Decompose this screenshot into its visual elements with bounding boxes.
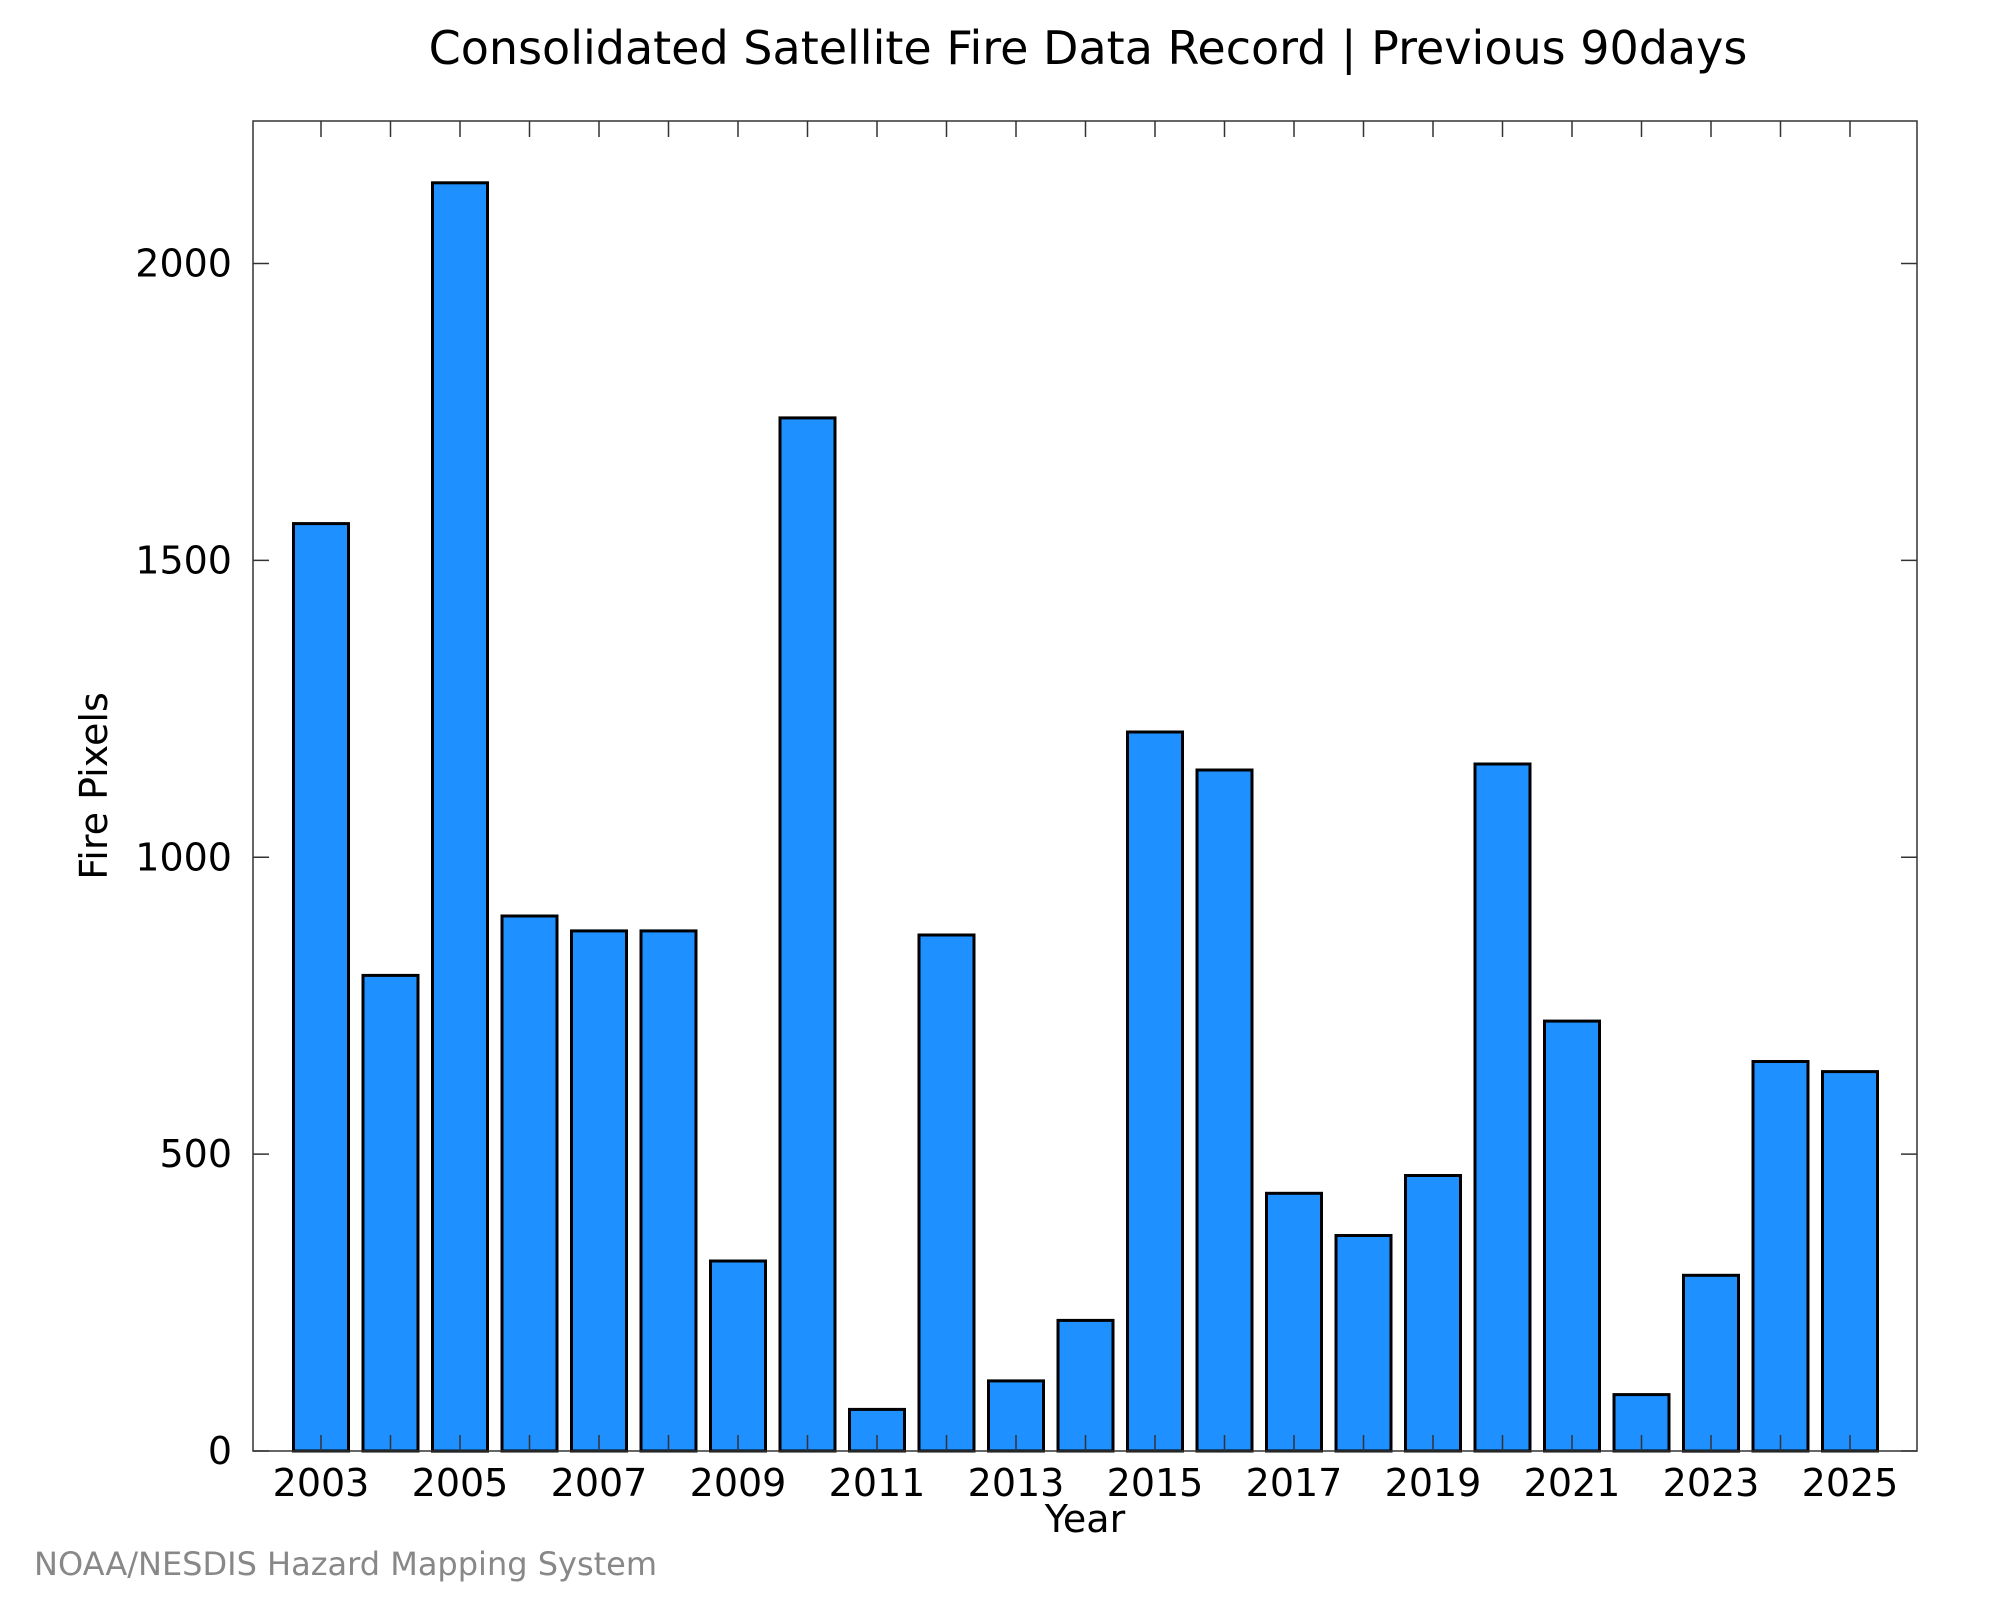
- x-tick-label-2009: 2009: [690, 1461, 787, 1505]
- y-tick-label-0: 0: [208, 1429, 232, 1473]
- x-axis-label: Year: [1044, 1497, 1126, 1541]
- bar-2024: [1751, 1060, 1810, 1453]
- bar-2005: [431, 181, 489, 1453]
- x-tick-label-2025: 2025: [1802, 1461, 1899, 1505]
- y-tick-label-2000: 2000: [135, 242, 232, 286]
- y-axis-label: Fire Pixels: [72, 692, 116, 880]
- bar-2025: [1821, 1070, 1879, 1453]
- x-tick-label-2021: 2021: [1524, 1461, 1621, 1505]
- x-tick-label-2013: 2013: [968, 1461, 1065, 1505]
- chart-title: Consolidated Satellite Fire Data Record …: [429, 21, 1748, 76]
- x-tick-label-2015: 2015: [1107, 1461, 1204, 1505]
- bar-2012: [917, 933, 976, 1453]
- credit-text: NOAA/NESDIS Hazard Mapping System: [34, 1545, 657, 1583]
- bars-layer: [292, 181, 1879, 1453]
- bar-2017: [1265, 1191, 1323, 1453]
- bar-2010: [778, 416, 837, 1453]
- bar-2018: [1334, 1234, 1393, 1453]
- bar-2003: [292, 522, 350, 1453]
- bar-2009: [709, 1259, 767, 1453]
- x-tick-label-2007: 2007: [551, 1461, 648, 1505]
- bar-2007: [570, 929, 628, 1453]
- bar-2015: [1126, 730, 1184, 1453]
- y-tick-label-1500: 1500: [135, 538, 232, 582]
- x-tick-label-2011: 2011: [829, 1461, 926, 1505]
- bar-2023: [1682, 1273, 1740, 1453]
- bar-2008: [639, 929, 698, 1453]
- bar-2019: [1404, 1174, 1462, 1453]
- x-tick-label-2005: 2005: [412, 1461, 509, 1505]
- x-tick-label-2017: 2017: [1246, 1461, 1343, 1505]
- x-tick-label-2003: 2003: [273, 1461, 370, 1505]
- x-tick-label-2023: 2023: [1663, 1461, 1760, 1505]
- y-tick-label-500: 500: [159, 1132, 232, 1176]
- bar-2020: [1473, 762, 1532, 1453]
- bar-2016: [1195, 768, 1254, 1453]
- ticks-layer: 2003 2005 2007 2009 2011 2013 2015 2017 2019 2021…: [135, 121, 1917, 1505]
- x-tick-label-2019: 2019: [1385, 1461, 1482, 1505]
- bar-2014: [1056, 1318, 1115, 1453]
- bar-2004: [361, 973, 420, 1453]
- bar-2006: [500, 914, 559, 1453]
- bar-2021: [1543, 1019, 1601, 1453]
- y-tick-label-1000: 1000: [135, 835, 232, 879]
